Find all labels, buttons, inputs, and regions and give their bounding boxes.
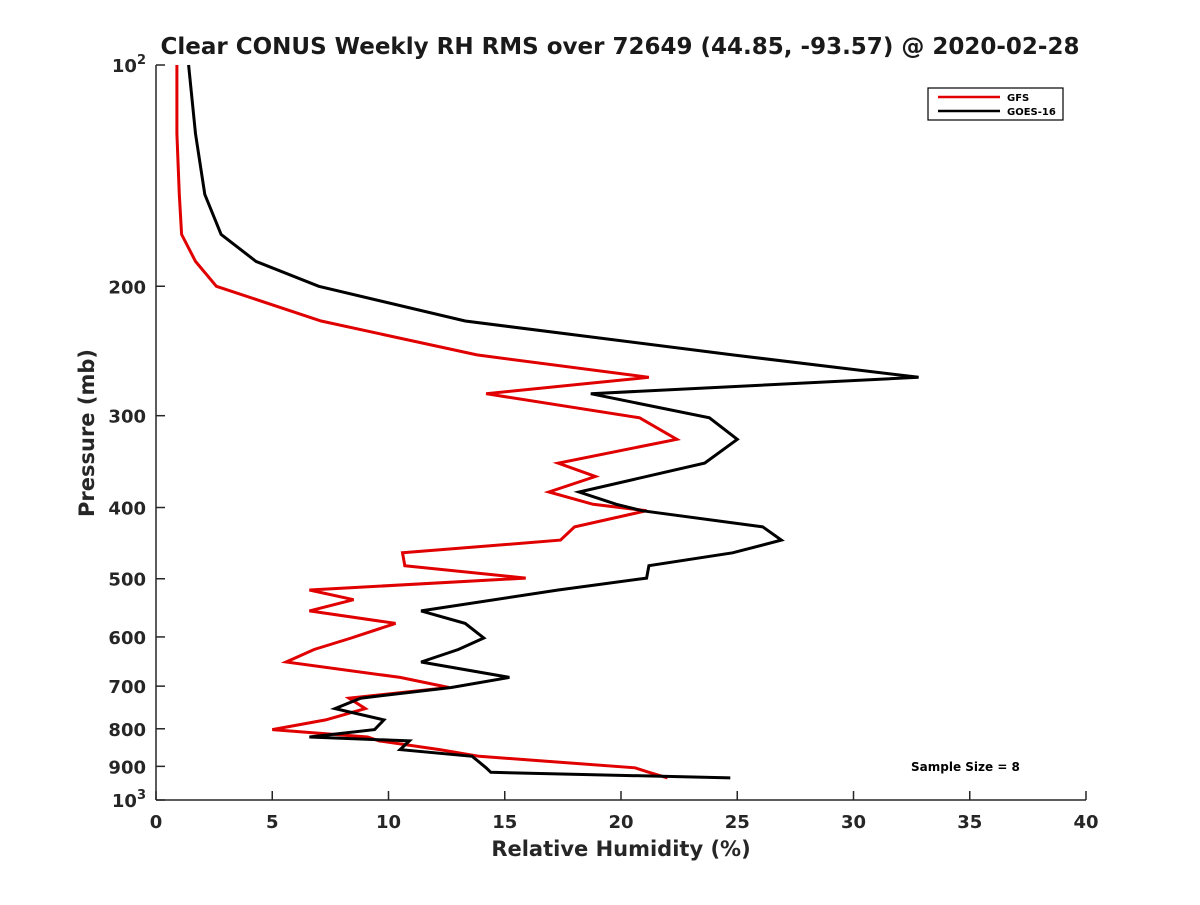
y-tick-label: 400 [108,499,146,520]
x-tick-label: 40 [1073,812,1098,833]
y-tick-label: 102 [112,53,146,77]
y-tick-label: 300 [108,407,146,428]
legend-label-goes-16: GOES-16 [1007,107,1056,118]
x-tick-label: 30 [841,812,866,833]
x-tick-label: 35 [957,812,982,833]
y-ticks: 102 200 300 400 500 600 700 800 900 103 [108,53,165,812]
x-tick-label: 20 [608,812,633,833]
y-tick-label: 900 [108,757,146,778]
y-axis-label: Pressure (mb) [75,349,99,517]
x-tick-label: 10 [376,812,401,833]
y-tick-label: 700 [108,677,146,698]
x-axis-label: Relative Humidity (%) [491,837,750,861]
y-tick-label: 800 [108,720,146,741]
series-layer [175,64,919,780]
y-tick-label: 103 [112,788,146,812]
legend-label-gfs: GFS [1007,93,1029,104]
y-tick-label: 500 [108,570,146,591]
series-line-goes-16 [187,64,919,780]
legend-box [927,87,1064,121]
series-line-gfs [175,65,681,780]
legend: GFS GOES-16 [927,87,1064,121]
y-tick-label: 200 [108,277,146,298]
x-ticks: 0 5 10 15 20 25 30 35 40 [150,791,1099,833]
x-tick-label: 0 [150,812,163,833]
sample-size-annotation: Sample Size = 8 [911,760,1020,774]
y-tick-label: 600 [108,628,146,649]
x-tick-label: 25 [725,812,750,833]
x-tick-label: 5 [266,812,279,833]
x-tick-label: 15 [492,812,517,833]
chart-title: Clear CONUS Weekly RH RMS over 72649 (44… [161,34,1080,60]
